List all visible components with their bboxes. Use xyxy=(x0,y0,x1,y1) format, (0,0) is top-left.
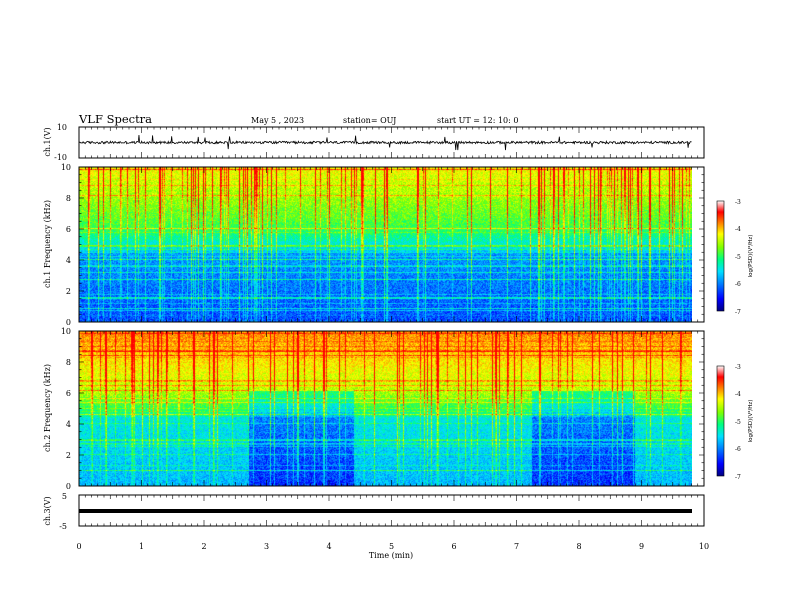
xtick-1: 1 xyxy=(139,542,144,551)
ch1-trace xyxy=(78,135,692,151)
xtick-7: 7 xyxy=(514,542,519,551)
xtick-4: 4 xyxy=(326,542,331,551)
ch1-ytick-8: 8 xyxy=(66,194,71,203)
ch2-cbar-tick-m7: -7 xyxy=(735,474,741,481)
ch2-colorbar: -3 -4 -5 -6 -7 log(PSD)(V²/Hz) xyxy=(716,364,754,481)
ch1-cbar-tick-m7: -7 xyxy=(735,309,741,316)
station-label: station= OUJ xyxy=(343,116,396,125)
ch1-cbar-tick-m3: -3 xyxy=(735,199,741,206)
ch1-spectrogram-panel: 0 2 4 6 8 10 ch.1 Frequency (kHz) xyxy=(43,163,705,327)
ch2-colorbar-label: log(PSD)(V²/Hz) xyxy=(747,400,754,443)
ch2-spectrogram-ylabel: ch.2 Frequency (kHz) xyxy=(43,364,52,452)
date-label: May 5 , 2023 xyxy=(251,116,304,125)
ch1-cbar-tick-m6: -6 xyxy=(735,281,741,288)
start-ut-label: start UT = 12: 10: 0 xyxy=(437,116,518,125)
ch2-cbar-tick-m4: -4 xyxy=(735,391,741,398)
ch3-waveform-panel: 5 -5 ch.3(V) xyxy=(43,492,705,531)
ch1-cbar-tick-m5: -5 xyxy=(735,254,741,261)
ch2-ytick-10: 10 xyxy=(61,327,71,336)
ch1-colorbar-label: log(PSD)(V²/Hz) xyxy=(747,235,754,278)
ch3-trace xyxy=(79,509,692,513)
ch1-ytick-4: 4 xyxy=(66,256,71,265)
ch2-spectrogram-panel: 0 2 4 6 8 10 ch.2 Frequency (kHz) xyxy=(43,327,705,491)
xtick-5: 5 xyxy=(389,542,394,551)
ch2-spectrogram-yticks: 0 2 4 6 8 10 xyxy=(61,327,71,491)
ch2-ytick-2: 2 xyxy=(66,451,71,460)
ch1-colorbar-gradient xyxy=(716,200,725,312)
ch2-ytick-8: 8 xyxy=(66,358,71,367)
ch3-ylabel: ch.3(V) xyxy=(43,496,52,525)
xtick-9: 9 xyxy=(639,542,644,551)
x-axis-label: Time (min) xyxy=(369,551,413,560)
ch1-ytick-2: 2 xyxy=(66,287,71,296)
ch1-spectrogram-yticks: 0 2 4 6 8 10 xyxy=(61,163,71,327)
xtick-3: 3 xyxy=(264,542,269,551)
xtick-10: 10 xyxy=(699,542,709,551)
xtick-2: 2 xyxy=(201,542,206,551)
ch2-cbar-tick-m6: -6 xyxy=(735,446,741,453)
ch3-ytick-bottom: -5 xyxy=(59,522,67,531)
tick-marks xyxy=(78,127,705,526)
xtick-0: 0 xyxy=(76,542,81,551)
x-axis: 0 1 2 3 4 5 6 7 8 9 10 Time (min) xyxy=(76,542,709,560)
ch1-ytick-bottom: -10 xyxy=(54,153,67,162)
ch2-colorbar-gradient xyxy=(716,365,725,477)
ch2-spectrogram-image xyxy=(79,331,692,486)
ch1-ytick-10: 10 xyxy=(61,163,71,172)
ch1-spectrogram-image xyxy=(79,167,692,322)
ch2-cbar-tick-m5: -5 xyxy=(735,419,741,426)
ch2-ytick-6: 6 xyxy=(66,389,71,398)
ch2-cbar-tick-m3: -3 xyxy=(735,364,741,371)
ch2-ytick-4: 4 xyxy=(66,420,71,429)
ch1-ylabel: ch.1(V) xyxy=(43,127,52,156)
ch1-ytick-6: 6 xyxy=(66,225,71,234)
ch1-ytick-0: 0 xyxy=(66,318,71,327)
ch1-waveform-panel: 10 -10 ch.1(V) xyxy=(43,123,705,162)
xtick-8: 8 xyxy=(576,542,581,551)
ch1-ytick-top: 10 xyxy=(57,123,67,132)
ch1-colorbar: -3 -4 -5 -6 -7 log(PSD)(V²/Hz) xyxy=(716,199,754,316)
ch2-ytick-0: 0 xyxy=(66,482,71,491)
figure-title: VLF Spectra xyxy=(78,112,152,126)
ch1-spectrogram-ylabel: ch.1 Frequency (kHz) xyxy=(43,200,52,288)
xtick-6: 6 xyxy=(451,542,456,551)
ch3-ytick-top: 5 xyxy=(62,492,67,501)
ch1-cbar-tick-m4: -4 xyxy=(735,226,741,233)
